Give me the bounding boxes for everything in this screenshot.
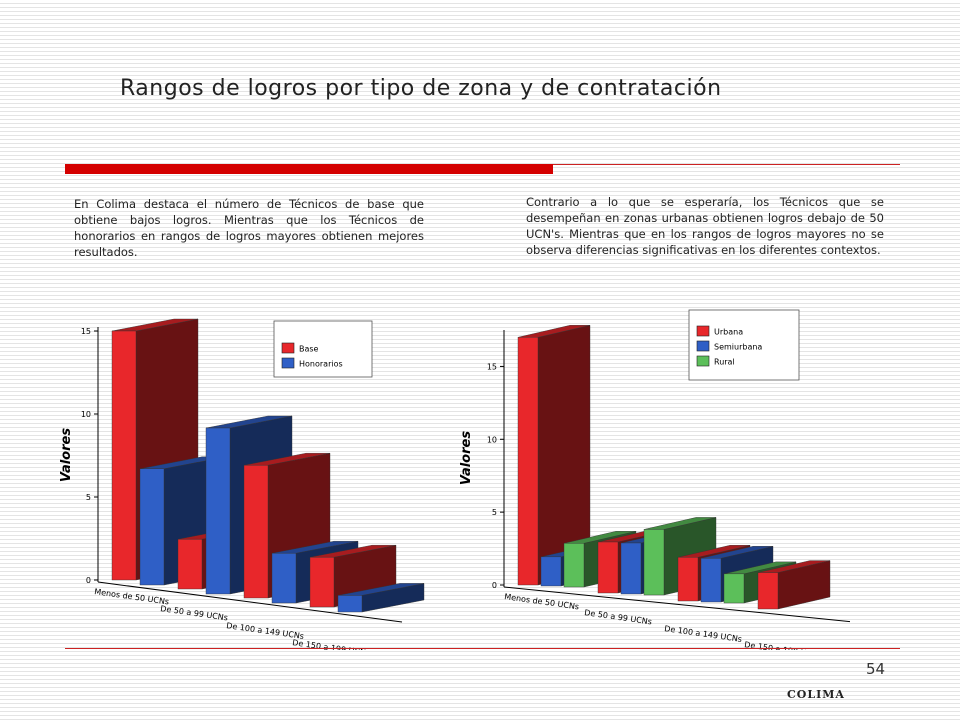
y-tick-label: 15 [487, 362, 497, 371]
page-title: Rangos de logros por tipo de zona y de c… [120, 76, 722, 101]
title-accent-bar [65, 164, 553, 174]
y-tick-label: 15 [81, 327, 91, 336]
x-tick-label: De 150 a 199 UCNs [744, 640, 823, 650]
x-tick-label: De 50 a 99 UCNs [584, 608, 653, 626]
legend-swatch [696, 340, 710, 352]
right-description: Contrario a lo que se esperaría, los Téc… [526, 195, 884, 257]
footer-label: COLIMA [787, 688, 845, 701]
legend-swatch [281, 357, 295, 369]
legend-label: Urbana [714, 328, 743, 337]
legend-swatch [696, 355, 710, 367]
bar-honorarios-4 [337, 583, 425, 613]
legend: Base Honorarios [273, 320, 373, 378]
legend-label: Honorarios [299, 360, 343, 369]
y-tick-label: 0 [86, 576, 91, 585]
legend-swatch [696, 325, 710, 337]
y-tick-label: 5 [492, 508, 497, 517]
x-axis-line [503, 586, 850, 623]
legend: Urbana Semiurbana Rural [688, 309, 800, 381]
x-tick-label: De 150 a 199 UCNs [292, 638, 371, 650]
x-tick-label: De 100 a 149 UCNs [664, 624, 743, 644]
y-tick-label: 5 [86, 493, 91, 502]
x-axis-line [97, 581, 403, 623]
page-number: 54 [866, 660, 886, 678]
x-tick-label: De 50 a 99 UCNs [160, 604, 229, 622]
legend-label: Rural [714, 358, 735, 367]
y-axis-label: Valores [59, 428, 74, 482]
y-axis-label: Valores [459, 431, 474, 485]
legend-label: Base [299, 345, 319, 354]
y-tick-label: 10 [487, 435, 497, 444]
footer-rule [65, 648, 900, 649]
legend-swatch [281, 342, 295, 354]
x-tick-label: Menos de 50 UCNs [504, 592, 580, 611]
bar-urbana-4 [757, 560, 831, 610]
legend-label: Semiurbana [714, 343, 762, 352]
y-tick-label: 0 [492, 581, 497, 590]
bar-urbana-1 [517, 325, 591, 586]
y-tick-label: 10 [81, 410, 91, 419]
left-description: En Colima destaca el número de Técnicos … [74, 197, 424, 259]
